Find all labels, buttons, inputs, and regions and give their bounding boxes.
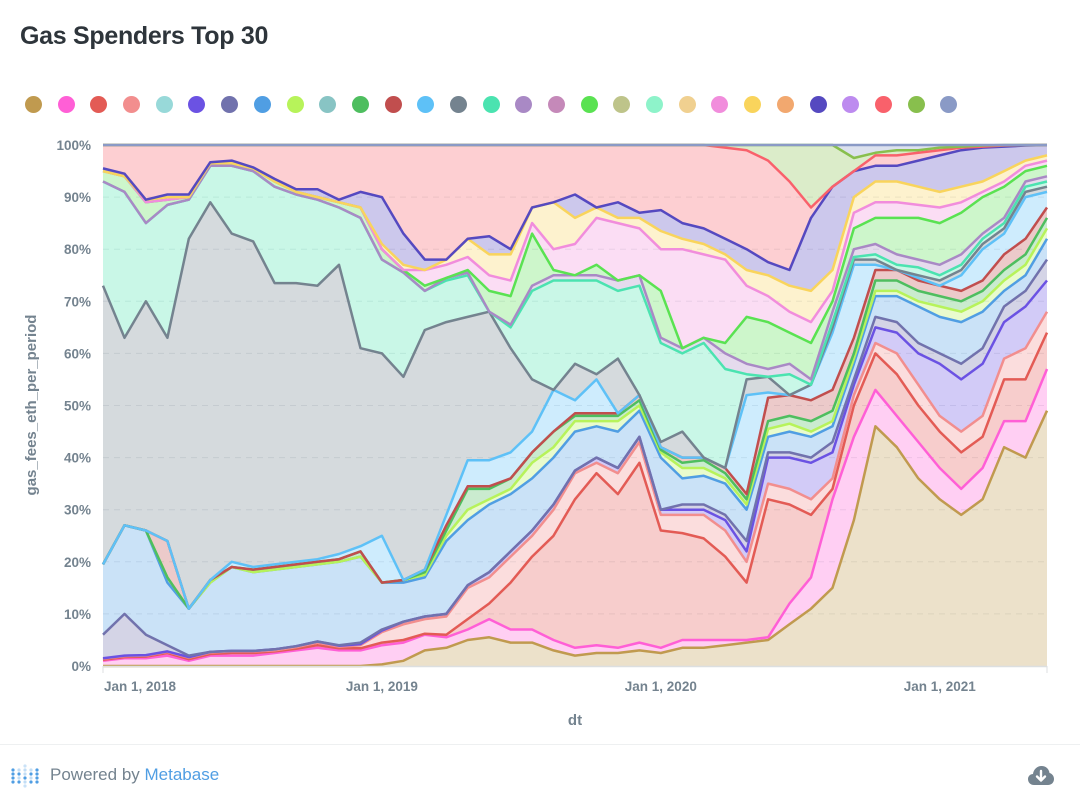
legend-item-18[interactable] (613, 96, 631, 113)
legend-item-11[interactable] (384, 96, 402, 113)
legend-item-8[interactable] (286, 96, 304, 113)
x-tick-label: Jan 1, 2019 (346, 679, 418, 694)
y-tick-label: 10% (64, 607, 91, 622)
metabase-logo-icon[interactable] (9, 760, 41, 792)
y-tick-label: 50% (64, 399, 91, 414)
cloud-download-icon[interactable] (1028, 765, 1054, 787)
x-tick-label: Jan 1, 2018 (104, 679, 177, 694)
legend-item-21[interactable] (711, 96, 729, 113)
series-area-1[interactable] (103, 369, 1047, 666)
legend-item-12[interactable] (417, 96, 435, 113)
series-area-14[interactable] (103, 165, 1047, 469)
powered-by-text: Powered by Metabase (50, 765, 219, 785)
series-area-2[interactable] (103, 332, 1047, 661)
series-area-22[interactable] (103, 155, 1047, 323)
legend-item-2[interactable] (90, 96, 108, 113)
y-tick-label: 100% (56, 138, 91, 153)
legend-item-17[interactable] (580, 96, 598, 113)
series-area-7[interactable] (103, 238, 1047, 656)
legend-item-28[interactable] (940, 96, 958, 113)
legend-item-1[interactable] (57, 96, 75, 113)
series-area-0[interactable] (103, 410, 1047, 666)
legend-item-5[interactable] (188, 96, 206, 113)
x-tick-label: Jan 1, 2020 (625, 679, 697, 694)
x-axis-ticks: Jan 1, 2018 Jan 1, 2019 Jan 1, 2020 Jan 1, … (104, 679, 976, 694)
legend-item-14[interactable] (482, 96, 500, 113)
y-tick-label: 30% (64, 503, 91, 518)
legend-item-16[interactable] (548, 96, 565, 113)
x-axis-title: dt (568, 712, 582, 729)
series-line-1[interactable] (102, 368, 1049, 663)
series-area-13[interactable] (103, 186, 1047, 609)
y-axis-ticks: 0% 10% 20% 30% 40% 50% 60% 70% 80% 90% 100% (56, 138, 91, 674)
series-line-12[interactable] (101, 190, 1048, 610)
series-line-2[interactable] (102, 332, 1049, 661)
metabase-link[interactable]: Metabase (144, 765, 220, 784)
legend-item-15[interactable] (515, 96, 533, 113)
chart-title: Gas Spenders Top 30 (20, 22, 269, 50)
footer: Powered by Metabase (0, 744, 1080, 807)
series-area-3[interactable] (103, 311, 1047, 660)
legend-item-13[interactable] (449, 96, 467, 113)
series-area-21[interactable] (103, 160, 1047, 349)
legend-item-25[interactable] (842, 96, 860, 113)
legend-item-7[interactable] (253, 96, 271, 113)
legend-item-6[interactable] (221, 96, 239, 113)
series-area-26[interactable] (103, 145, 1047, 270)
series-areas (103, 145, 1047, 666)
y-tick-label: 0% (71, 659, 91, 674)
y-tick-label: 60% (64, 346, 91, 361)
series-lines (101, 143, 1049, 668)
legend-item-26[interactable] (874, 96, 892, 113)
legend-item-10[interactable] (351, 96, 369, 113)
series-line-6[interactable] (102, 258, 1049, 657)
y-axis-title: gas_fees_eth_per_period (23, 315, 40, 496)
legend-item-19[interactable] (646, 96, 664, 113)
series-area-27[interactable] (103, 145, 1047, 208)
series-line-22[interactable] (102, 154, 1048, 293)
series-area-24[interactable] (103, 145, 1047, 291)
legend-item-27[interactable] (907, 96, 925, 113)
legend-item-4[interactable] (155, 96, 173, 113)
series-line-8[interactable] (101, 227, 1049, 610)
legend-item-24[interactable] (809, 96, 827, 113)
powered-by-label: Powered by (50, 765, 145, 784)
y-tick-label: 90% (64, 190, 91, 205)
series-line-24[interactable] (102, 143, 1048, 272)
legend-item-9[interactable] (319, 96, 337, 113)
y-tick-label: 70% (64, 294, 91, 309)
legend-item-22[interactable] (744, 96, 762, 113)
stacked-area-chart: 0% 10% 20% 30% 40% 50% 60% 70% 80% 90% 100% Jan 1,… (23, 138, 1049, 729)
y-tick-label: 80% (64, 242, 91, 257)
series-line-13[interactable] (101, 185, 1048, 470)
y-tick-label: 40% (64, 451, 91, 466)
legend-item-3[interactable] (123, 96, 141, 113)
legend-item-20[interactable] (678, 96, 696, 113)
y-tick-label: 20% (64, 555, 91, 570)
series-line-11[interactable] (101, 206, 1049, 610)
legend-item-0[interactable] (25, 96, 42, 113)
legend (25, 96, 973, 116)
x-tick-label: Jan 1, 2021 (904, 679, 977, 694)
legend-item-23[interactable] (776, 96, 794, 113)
